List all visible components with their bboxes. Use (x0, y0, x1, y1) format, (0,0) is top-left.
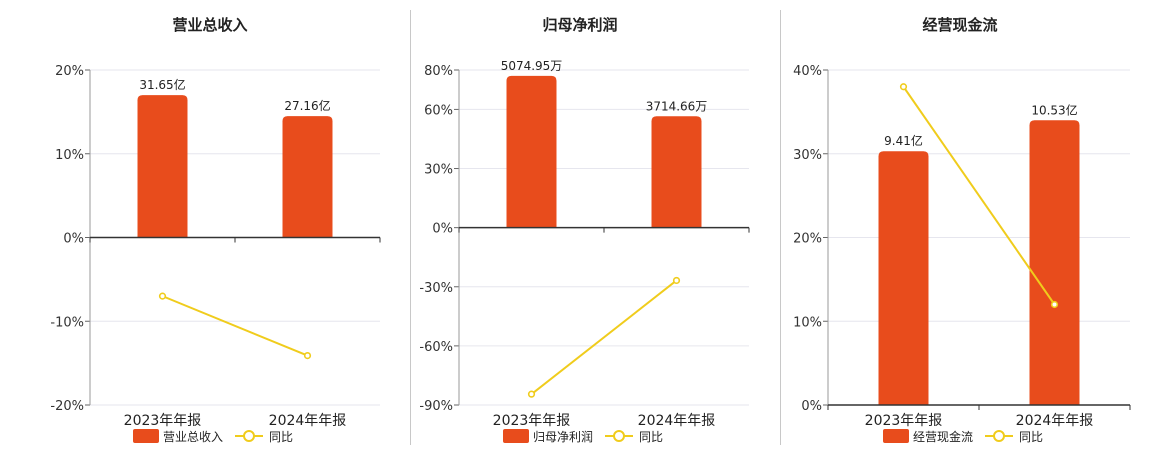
bar[interactable] (878, 151, 929, 405)
bar-value-label: 3714.66万 (646, 99, 708, 113)
legend-bar-swatch[interactable] (883, 429, 909, 443)
panel-divider (410, 10, 411, 445)
x-tick-label: 2024年年报 (638, 413, 716, 429)
yoy-line (530, 279, 678, 395)
bar[interactable] (651, 116, 702, 228)
legend-bar-label: 经营现金流 (913, 429, 973, 444)
y-tick-label: 20% (793, 232, 822, 247)
chart-title: 归母净利润 (542, 16, 617, 34)
chart-title: 营业总收入 (172, 16, 247, 34)
panel-divider (780, 10, 781, 445)
x-tick-label: 2023年年报 (493, 413, 571, 429)
y-tick-label: -60% (419, 340, 453, 355)
y-tick-label: 0% (432, 222, 453, 237)
legend-line-label: 同比 (269, 430, 293, 444)
legend-bar-swatch[interactable] (503, 429, 529, 443)
y-tick-label: 0% (63, 232, 84, 247)
bar[interactable] (282, 116, 333, 238)
yoy-point[interactable] (158, 292, 167, 300)
bar[interactable] (1029, 120, 1080, 405)
y-tick-label: 20% (55, 64, 84, 79)
bar[interactable] (506, 75, 557, 228)
yoy-point[interactable] (527, 390, 536, 398)
y-tick-label: 80% (424, 64, 453, 79)
y-tick-label: -10% (50, 315, 84, 330)
y-tick-label: 60% (424, 103, 453, 118)
bar-value-label: 31.65亿 (139, 77, 185, 92)
bar-value-label: 9.41亿 (884, 133, 923, 148)
y-tick-label: 10% (793, 315, 822, 330)
legend-line-marker (613, 430, 625, 442)
y-tick-label: -20% (50, 399, 84, 414)
x-tick-label: 2024年年报 (1016, 413, 1094, 429)
yoy-point[interactable] (899, 83, 908, 91)
y-tick-label: 0% (801, 399, 822, 414)
y-tick-label: 30% (424, 163, 453, 178)
x-tick-label: 2023年年报 (124, 413, 202, 429)
yoy-line (902, 86, 1056, 306)
legend-line-marker (243, 430, 255, 442)
legend-bar-label: 营业总收入 (163, 430, 223, 444)
y-tick-label: 10% (55, 148, 84, 163)
legend-bar-swatch[interactable] (133, 429, 159, 443)
yoy-line (162, 295, 308, 357)
x-tick-label: 2023年年报 (865, 413, 943, 429)
legend-line-label: 同比 (1019, 430, 1043, 444)
y-tick-label: 40% (793, 64, 822, 79)
bar[interactable] (137, 95, 188, 238)
bar-value-label: 5074.95万 (501, 59, 563, 73)
y-tick-label: -90% (419, 399, 453, 414)
legend-bar-label: 归母净利润 (533, 430, 593, 444)
y-tick-label: 30% (793, 148, 822, 163)
legend-line-marker (993, 430, 1005, 442)
bar-value-label: 27.16亿 (284, 98, 330, 113)
legend-line-label: 同比 (639, 430, 663, 444)
bar-value-label: 10.53亿 (1031, 102, 1077, 117)
chart-title: 经营现金流 (922, 16, 997, 34)
yoy-point[interactable] (1050, 300, 1059, 309)
y-tick-label: -30% (419, 281, 453, 296)
x-tick-label: 2024年年报 (269, 413, 347, 429)
yoy-point[interactable] (303, 351, 312, 360)
yoy-point[interactable] (672, 276, 681, 285)
